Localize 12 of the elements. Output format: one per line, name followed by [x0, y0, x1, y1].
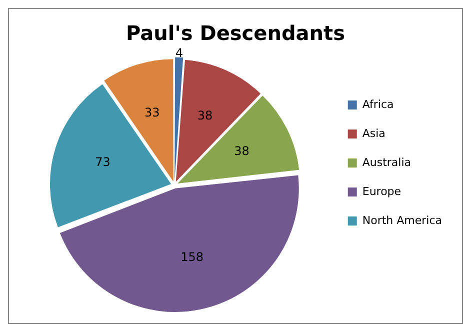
legend-label: North America [362, 214, 442, 227]
data-label: 38 [234, 144, 250, 158]
legend-label: Australia [362, 156, 412, 169]
data-label: 4 [175, 46, 184, 60]
data-label: 33 [144, 105, 160, 120]
legend-label: Africa [362, 98, 394, 111]
legend-label: Asia [362, 126, 386, 140]
chart-title: Paul's Descendants [126, 21, 345, 46]
data-label: 73 [95, 154, 110, 169]
data-label: 38 [197, 108, 213, 123]
legend-label: Europe [362, 184, 402, 198]
data-label: 158 [180, 250, 204, 264]
